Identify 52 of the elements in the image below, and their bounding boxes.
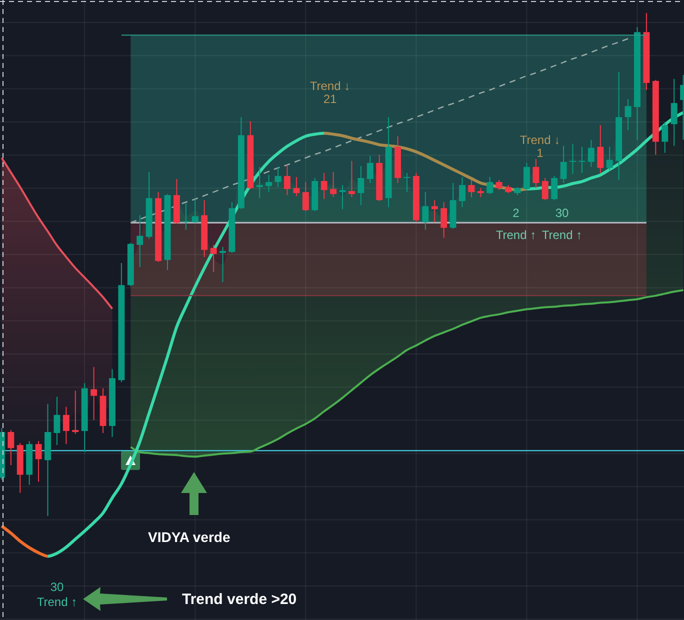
candlestick	[210, 244, 217, 273]
candlestick	[35, 440, 42, 482]
candlestick	[339, 184, 346, 210]
candlestick	[302, 182, 309, 212]
candlestick	[440, 202, 448, 238]
annotation: Trend ↓ 21	[310, 79, 350, 106]
candlestick	[468, 179, 475, 198]
candlestick	[266, 174, 272, 193]
candlestick	[274, 166, 282, 188]
candlestick	[523, 162, 530, 191]
text: 30 Trend ↑	[36, 580, 78, 609]
candlestick	[54, 396, 60, 446]
candlestick	[477, 188, 484, 198]
candlestick	[366, 155, 374, 184]
candlestick	[284, 164, 290, 196]
candlestick	[486, 176, 494, 195]
candlestick	[8, 429, 14, 466]
candlestick	[560, 145, 567, 184]
candlestick	[422, 192, 429, 230]
candlestick	[90, 366, 98, 420]
candlestick	[551, 175, 558, 201]
candlestick	[532, 158, 540, 189]
candlestick	[330, 171, 337, 198]
candlestick	[256, 166, 263, 199]
candlestick	[358, 165, 364, 206]
candlestick	[72, 390, 79, 435]
candlestick	[597, 124, 604, 174]
candlestick	[431, 200, 438, 223]
annotation: 2 Trend ↑	[496, 206, 536, 242]
candlestick	[542, 177, 548, 201]
candlestick	[320, 172, 328, 200]
candlestick	[588, 139, 594, 168]
annotation: Trend ↓ 1	[520, 133, 560, 160]
candlestick	[62, 406, 70, 445]
candlestick	[662, 122, 668, 154]
text: VIDYA verde	[148, 529, 230, 545]
candlestick	[670, 78, 678, 146]
candlestick	[404, 172, 410, 193]
candlestick	[578, 146, 586, 174]
candlestick	[220, 246, 226, 283]
annotation: 30 Trend ↑	[542, 206, 582, 242]
candlestick	[348, 160, 355, 198]
candlestick	[136, 214, 144, 268]
candlestick	[192, 198, 198, 224]
candlestick	[570, 143, 576, 174]
candlestick	[606, 146, 613, 170]
candlestick	[182, 202, 190, 230]
candlestick	[496, 179, 502, 191]
candlestick	[459, 176, 466, 208]
candlestick	[293, 176, 300, 197]
candlestick	[624, 98, 632, 131]
text: Trend verde >20	[182, 590, 297, 608]
